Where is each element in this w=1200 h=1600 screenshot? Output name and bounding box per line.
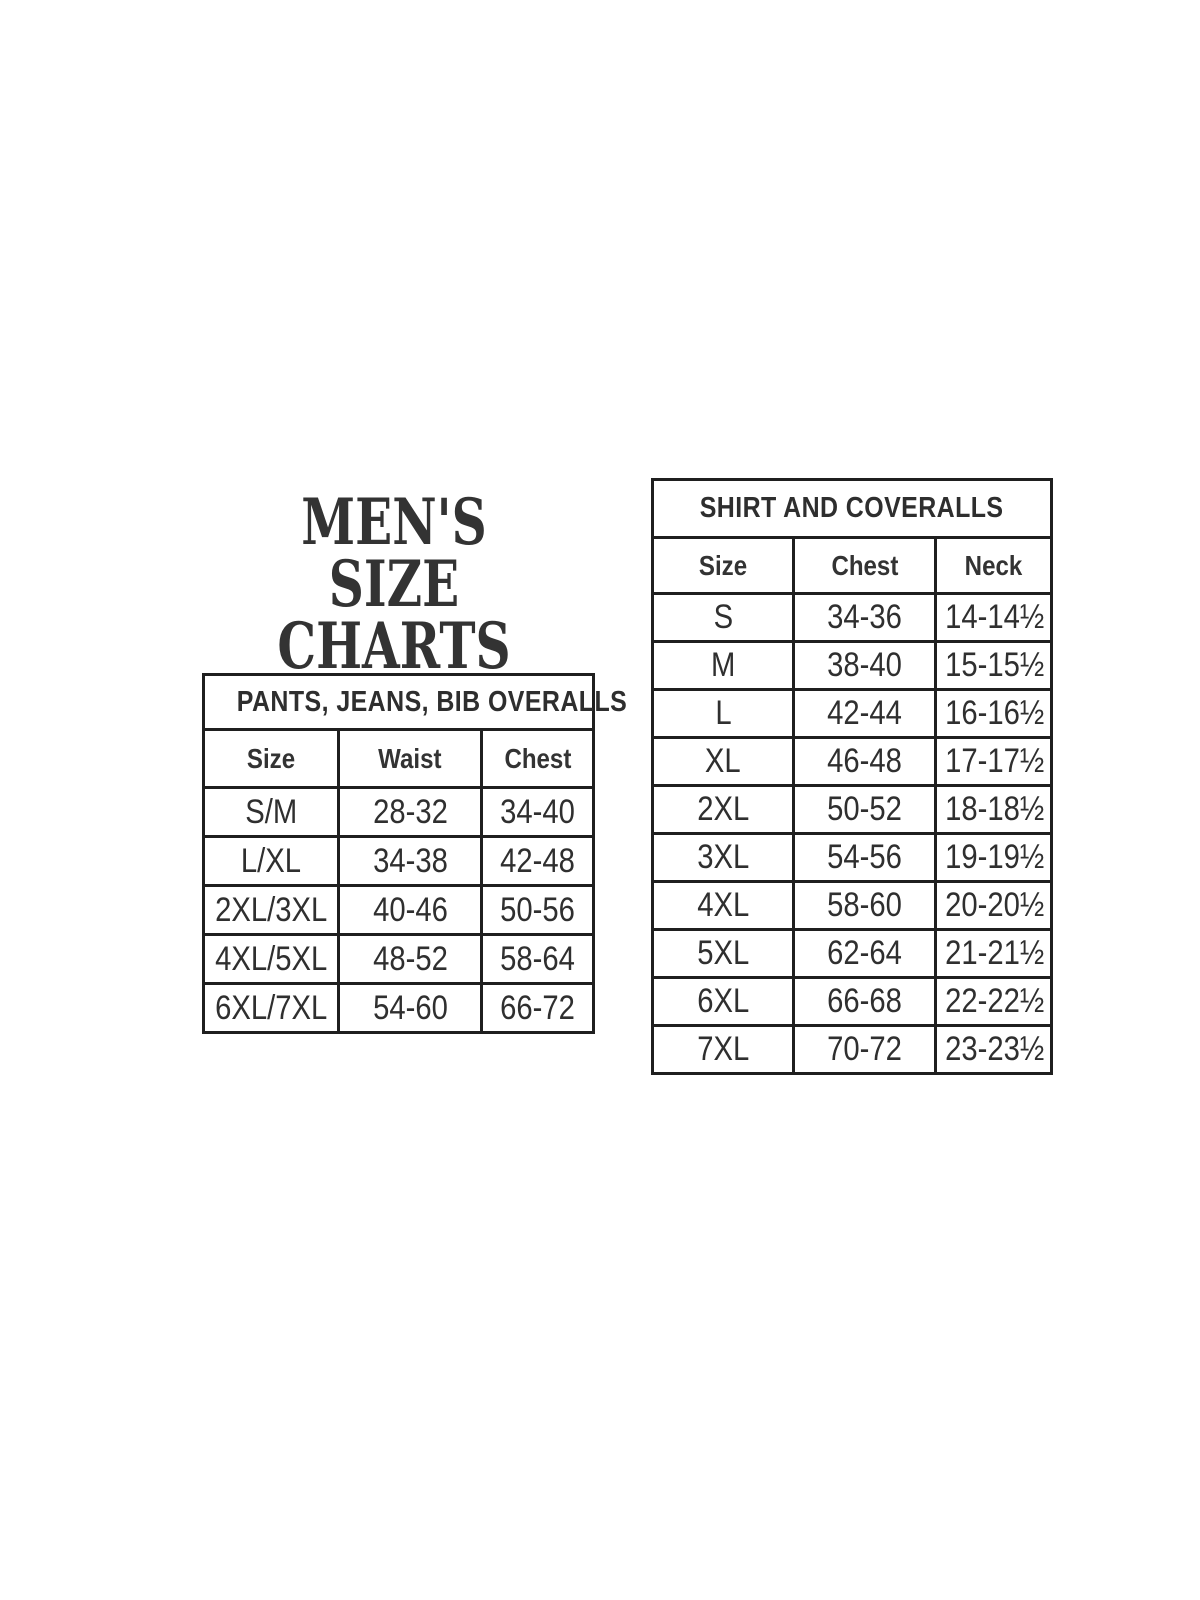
table-row: L 42-44 16-16½ [651,688,1054,739]
page-title-line1: MEN'S SIZE [301,485,487,622]
table-cell: 23-23½ [933,1024,1054,1075]
table-row: 7XL 70-72 23-23½ [651,1024,1054,1075]
table-cell: 54-60 [337,982,483,1034]
pants-table-header-row: Size Waist Chest [202,728,596,789]
pants-table-title-row: PANTS, JEANS, BIB OVERALLS [201,673,627,731]
pants-table-title: PANTS, JEANS, BIB OVERALLS [201,673,627,731]
table-row: 2XL/3XL 40-46 50-56 [202,884,596,936]
pants-table-body: S/M 28-32 34-40 L/XL 34-38 42-48 2XL/3XL 40-46 5… [202,786,596,1034]
table-cell: 66-72 [479,982,596,1034]
column-header-chest: Chest [479,728,596,789]
table-cell: 2XL [651,784,795,835]
table-cell: 16-16½ [933,688,1054,739]
table-cell: 4XL [651,880,795,931]
table-row: 4XL/5XL 48-52 58-64 [202,933,596,985]
table-cell: 6XL/7XL [202,982,340,1034]
shirts-table-title-text: SHIRT AND COVERALLS [700,492,1004,524]
page-title: MEN'S SIZE CHARTS [194,485,594,684]
column-header-chest: Chest [792,536,937,595]
table-cell: S [651,592,795,643]
table-row: 5XL 62-64 21-21½ [651,928,1054,979]
table-cell: L/XL [202,835,340,887]
table-cell: 58-60 [792,880,937,931]
shirts-table-body: S 34-36 14-14½ M 38-40 15-15½ L 42-44 16-16½ XL 46… [651,592,1054,1075]
table-cell: 34-38 [337,835,483,887]
table-cell: 2XL/3XL [202,884,340,936]
shirt-and-coveralls-table: SHIRT AND COVERALLS Size Chest Neck S 34-36… [650,478,1054,1075]
table-cell: 70-72 [792,1024,937,1075]
table-cell: 42-44 [792,688,937,739]
table-cell: 5XL [651,928,795,979]
shirts-table-title: SHIRT AND COVERALLS [650,478,1054,539]
table-cell: 54-56 [792,832,937,883]
column-header-neck: Neck [933,536,1054,595]
table-cell: 50-56 [479,884,596,936]
table-cell: 17-17½ [933,736,1054,787]
table-cell: 48-52 [337,933,483,985]
table-row: 6XL 66-68 22-22½ [651,976,1054,1027]
table-row: 6XL/7XL 54-60 66-72 [202,982,596,1034]
table-row: 4XL 58-60 20-20½ [651,880,1054,931]
table-row: S 34-36 14-14½ [651,592,1054,643]
table-cell: 7XL [651,1024,795,1075]
table-cell: L [651,688,795,739]
table-cell: 40-46 [337,884,483,936]
table-cell: 50-52 [792,784,937,835]
table-cell: S/M [202,786,340,838]
table-cell: 6XL [651,976,795,1027]
table-cell: XL [651,736,795,787]
table-cell: 22-22½ [933,976,1054,1027]
table-cell: 15-15½ [933,640,1054,691]
table-row: S/M 28-32 34-40 [202,786,596,838]
column-header-waist: Waist [337,728,483,789]
column-header-size: Size [202,728,340,789]
table-cell: 42-48 [479,835,596,887]
pants-jeans-bib-overalls-table: PANTS, JEANS, BIB OVERALLS Size Waist Ches… [201,673,627,1034]
table-cell: 46-48 [792,736,937,787]
table-cell: 19-19½ [933,832,1054,883]
table-cell: 58-64 [479,933,596,985]
table-row: M 38-40 15-15½ [651,640,1054,691]
table-row: L/XL 34-38 42-48 [202,835,596,887]
table-cell: 14-14½ [933,592,1054,643]
table-cell: 3XL [651,832,795,883]
column-header-size: Size [651,536,795,595]
table-cell: 38-40 [792,640,937,691]
shirts-table-header-row: Size Chest Neck [651,536,1054,595]
table-cell: 34-36 [792,592,937,643]
table-cell: 20-20½ [933,880,1054,931]
table-row: 2XL 50-52 18-18½ [651,784,1054,835]
shirts-table-title-row: SHIRT AND COVERALLS [650,478,1054,539]
table-cell: 18-18½ [933,784,1054,835]
table-row: 3XL 54-56 19-19½ [651,832,1054,883]
table-cell: 62-64 [792,928,937,979]
table-cell: 34-40 [479,786,596,838]
table-cell: 21-21½ [933,928,1054,979]
table-cell: 66-68 [792,976,937,1027]
page-title-line2: CHARTS [277,609,511,684]
table-cell: 28-32 [337,786,483,838]
table-cell: 4XL/5XL [202,933,340,985]
table-row: XL 46-48 17-17½ [651,736,1054,787]
pants-table-title-text: PANTS, JEANS, BIB OVERALLS [236,685,628,718]
table-cell: M [651,640,795,691]
